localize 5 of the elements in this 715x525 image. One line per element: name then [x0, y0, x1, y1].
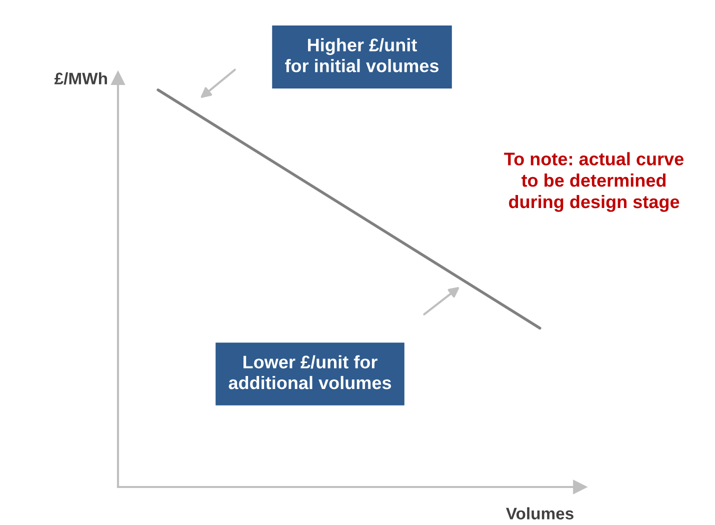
y-axis-title: £/MWh [54, 72, 107, 85]
x-axis-title: Volumes [506, 507, 574, 520]
annotation: To note: actual curve to be determined during design stage [504, 152, 684, 212]
annotation: Lower £/unit for additional volumes [228, 355, 392, 390]
text: Higher £/unit for initial volumes [285, 38, 439, 72]
